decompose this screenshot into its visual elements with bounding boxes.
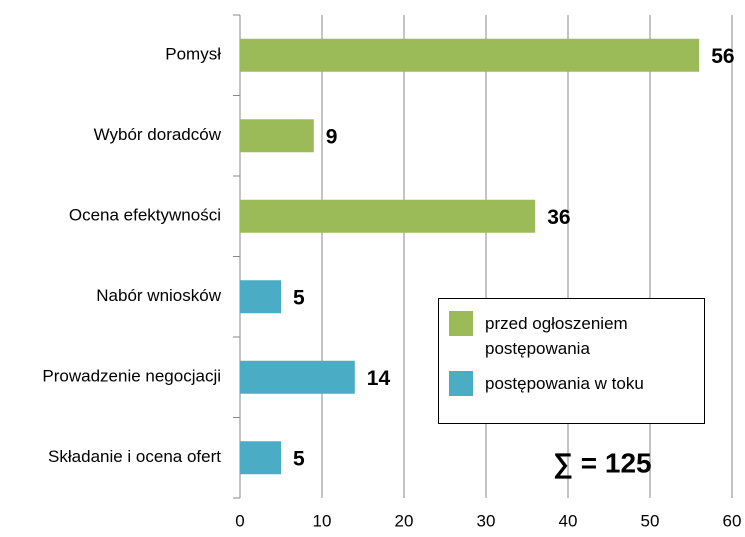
legend-item: postępowania w toku xyxy=(449,371,675,396)
legend-swatch xyxy=(449,371,473,396)
x-tick-label: 60 xyxy=(723,511,742,530)
bar xyxy=(240,360,355,394)
legend-label: przed ogłoszeniem postępowania xyxy=(485,314,628,358)
bar xyxy=(240,38,700,72)
y-tick-label: Pomysł xyxy=(165,45,221,64)
value-label: 56 xyxy=(711,45,734,68)
y-tick-label: Nabór wniosków xyxy=(96,286,221,305)
x-tick-label: 40 xyxy=(559,511,578,530)
x-tick-label: 50 xyxy=(641,511,660,530)
value-label: 5 xyxy=(293,447,305,470)
legend-swatch xyxy=(449,311,473,336)
bar xyxy=(240,199,536,233)
legend-label: postępowania w toku xyxy=(485,374,644,393)
value-label: 9 xyxy=(326,125,338,148)
y-tick-label: Składanie i ocena ofert xyxy=(48,447,221,466)
x-tick-label: 10 xyxy=(313,511,332,530)
y-tick-label: Wybór doradców xyxy=(94,125,222,144)
bar xyxy=(240,280,281,314)
x-tick-label: 20 xyxy=(395,511,414,530)
x-tick-label: 30 xyxy=(477,511,496,530)
annotation: ∑ = 125 xyxy=(553,447,652,479)
value-label: 14 xyxy=(367,367,391,390)
legend-item: przed ogłoszeniem postępowania xyxy=(449,311,675,361)
bar xyxy=(240,441,281,475)
value-label: 5 xyxy=(293,286,305,309)
plot: 0 10 20 30 40 50 60 Pomysł Wybór doradców Ocena e… xyxy=(42,14,742,530)
bar xyxy=(240,119,314,153)
y-tick-label: Prowadzenie negocjacji xyxy=(42,367,221,386)
value-label: 36 xyxy=(547,206,570,229)
y-tick-label: Ocena efektywności xyxy=(69,206,221,225)
legend: przed ogłoszeniem postępowania postępowan… xyxy=(438,298,705,424)
x-tick-label: 0 xyxy=(235,511,244,530)
